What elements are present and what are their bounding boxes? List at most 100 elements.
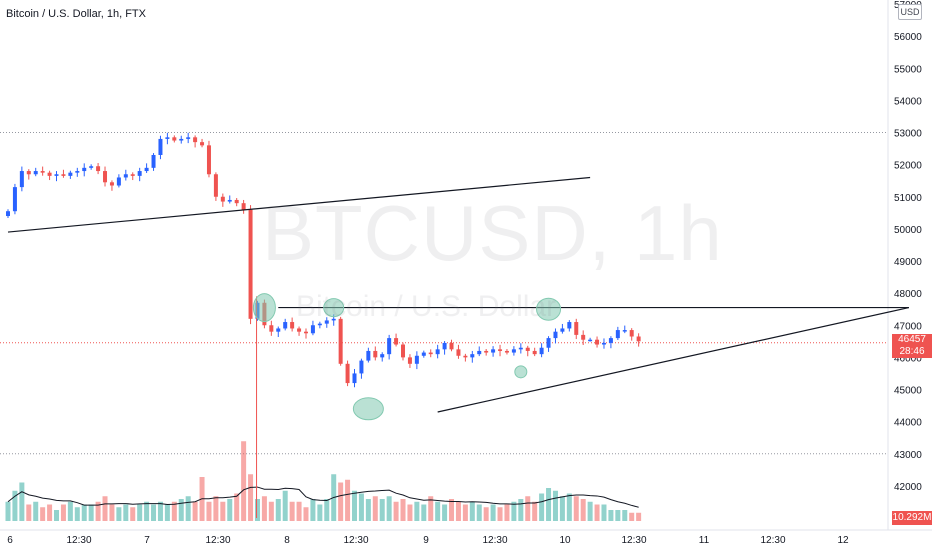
candle-body [82, 167, 87, 172]
candle-body [47, 172, 52, 176]
volume-bar [5, 501, 11, 521]
candle-body [539, 347, 544, 355]
volume-bar [386, 496, 392, 521]
time-tick-label: 11 [699, 535, 710, 546]
candle-body [33, 171, 38, 175]
candle-body [179, 138, 184, 141]
volume-bar [116, 507, 122, 521]
last-price-tag: 46457 28:46 [892, 334, 932, 358]
volume-bar [469, 501, 475, 521]
price-tick-label: 46000 [894, 353, 922, 364]
watermark-name: Bitcoin / U.S. Dollar [296, 290, 557, 323]
volume-bar [310, 499, 316, 521]
volume-bar [268, 501, 274, 521]
volume-bar [449, 499, 455, 521]
currency-label[interactable]: USD [898, 4, 922, 20]
volume-ma-line [7, 486, 639, 508]
candle-body [511, 349, 516, 353]
candle-body [248, 209, 253, 319]
volume-bar [234, 493, 240, 521]
time-tick-label: 10 [559, 535, 571, 546]
volume-bar [518, 499, 524, 521]
volume-bar [476, 504, 482, 521]
candle-body [588, 339, 593, 342]
candle-body [491, 349, 496, 353]
trend-line [7, 176, 591, 233]
candle-body [193, 137, 198, 143]
volume-bar [428, 496, 434, 521]
candle-body [532, 350, 537, 355]
candle-body [407, 357, 412, 364]
candle-body [574, 322, 579, 335]
volume-bar [137, 504, 143, 521]
volume-bar [303, 507, 309, 521]
candle-body [484, 350, 489, 353]
volume-bar [40, 507, 46, 521]
candle-body [629, 330, 634, 337]
volume-bar [95, 501, 101, 521]
volume-bar [566, 493, 572, 521]
volume-bar [171, 501, 177, 521]
candle-body [518, 347, 523, 350]
volume-bar [81, 504, 87, 521]
price-tick-label: 56000 [894, 32, 922, 43]
candle-body [601, 342, 606, 345]
candle-body [89, 166, 94, 168]
price-tick-label: 44000 [894, 418, 922, 429]
candle-body [165, 137, 170, 139]
candle-body [310, 325, 315, 334]
candle-body [366, 350, 371, 361]
volume-bar [102, 496, 108, 521]
volume-bar [587, 501, 593, 521]
volume-bar [282, 490, 288, 521]
volume-bar [109, 504, 115, 521]
candle-body [595, 339, 600, 345]
candle-body [442, 342, 447, 350]
candle-body [19, 171, 24, 188]
candle-body [144, 167, 149, 172]
volume-ma [7, 486, 639, 508]
candle-body [498, 349, 503, 351]
candle-body [373, 350, 378, 358]
time-tick-label: 8 [284, 535, 290, 546]
candle-body [567, 322, 572, 329]
volume-bar [358, 493, 364, 521]
volume-bar [629, 512, 635, 521]
volume-bar [511, 501, 517, 521]
volume-bar [54, 510, 60, 521]
candle-body [394, 338, 399, 345]
price-tick-label: 51000 [894, 193, 922, 204]
volume-bar [47, 504, 53, 521]
volume-bar [400, 499, 406, 521]
volume-bar [317, 504, 323, 521]
volume-bar [26, 504, 32, 521]
candle-body [75, 171, 80, 173]
volume-bar [178, 499, 184, 521]
chart-title: Bitcoin / U.S. Dollar, 1h, FTX [6, 8, 146, 20]
candle-body [449, 342, 454, 350]
time-tick-label: 7 [144, 535, 150, 546]
last-volume-tag: 10.292M [892, 511, 932, 525]
candle-body [615, 330, 620, 339]
candle-body [213, 174, 218, 197]
axes-layer [0, 0, 932, 531]
volume-bar [455, 501, 461, 521]
candle-body [276, 328, 281, 332]
candle-body [380, 354, 385, 358]
candle-body [6, 211, 10, 217]
candle-body [456, 349, 461, 356]
candle-body [206, 145, 211, 175]
candle-body [269, 325, 274, 332]
volume-bar [532, 501, 538, 521]
candle-body [636, 336, 641, 342]
volume-bar [338, 482, 344, 521]
horizontal-levels [0, 132, 888, 455]
volume-bar [130, 507, 136, 521]
volume-bar [74, 507, 80, 521]
volume-bar [462, 504, 468, 521]
last-price-value: 46457 [898, 334, 926, 345]
price-tick-label: 43000 [894, 450, 922, 461]
volume-bar [296, 501, 302, 521]
volume-bar [365, 499, 371, 521]
